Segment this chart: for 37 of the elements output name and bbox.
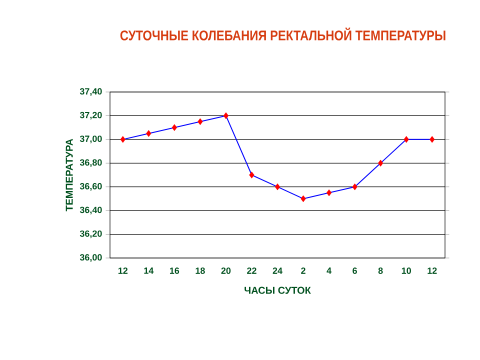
point (430, 136, 435, 143)
point (146, 130, 152, 137)
point (404, 136, 409, 143)
x-axis-title: ЧАСЫ СУТОК (244, 286, 311, 294)
y-tick-label: 37,20 (80, 112, 102, 120)
x-tick-label: 12 (118, 268, 128, 274)
x-tick-label: 24 (272, 268, 282, 274)
x-tick-label: 6 (352, 268, 357, 274)
x-tick-label: 20 (221, 268, 231, 274)
y-tick-label: 36,60 (80, 183, 102, 191)
x-tick-label: 22 (247, 268, 256, 274)
y-axis-title: ТЕМПЕРАТУРА (66, 138, 73, 212)
point (198, 118, 203, 126)
y-tick-label: 36,40 (80, 206, 102, 214)
x-tick-label: 16 (170, 268, 180, 274)
x-tick-label: 12 (428, 268, 437, 274)
point (120, 136, 126, 143)
y-tick-label: 36,80 (80, 159, 102, 167)
x-tick-label: 2 (301, 268, 306, 274)
y-tick-label: 37,40 (80, 88, 102, 96)
y-tick-label: 37,00 (80, 136, 102, 144)
y-tick-label: 36,00 (80, 254, 102, 262)
x-tick-label: 4 (326, 268, 332, 274)
y-tick-label: 36,20 (80, 230, 102, 238)
chart-title: СУТОЧНЫЕ КОЛЕБАНИЯ РЕКТАЛЬНОЙ ТЕМПЕРАТУРЫ (120, 28, 446, 40)
point (249, 172, 254, 178)
point (326, 189, 332, 196)
point (223, 112, 229, 120)
x-tick-label: 10 (402, 268, 411, 274)
point (352, 183, 358, 190)
point (378, 160, 384, 167)
point (300, 195, 306, 202)
point (172, 124, 178, 131)
x-tick-label: 14 (144, 268, 154, 274)
point (274, 183, 280, 190)
x-tick-label: 8 (378, 268, 383, 274)
x-tick-label: 18 (196, 268, 205, 274)
